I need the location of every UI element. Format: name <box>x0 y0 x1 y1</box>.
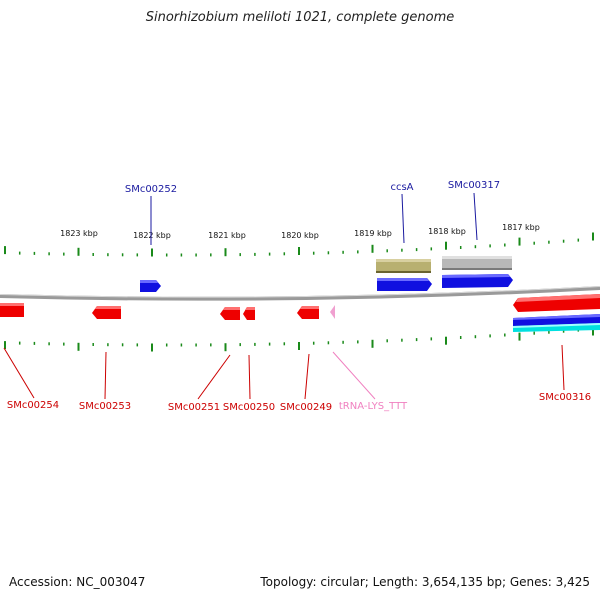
scale-label: 1819 kbp <box>354 229 392 238</box>
tick-row-bottom <box>4 327 594 352</box>
gene-arrow-smc00316[interactable] <box>513 294 600 312</box>
genome-summary-text: Topology: circular; Length: 3,654,135 bp… <box>260 575 590 589</box>
scale-label: 1821 kbp <box>208 231 246 240</box>
gene-arrow-smc00252[interactable] <box>140 280 161 292</box>
cds-gray-block[interactable] <box>442 256 512 270</box>
scale-label: 1818 kbp <box>428 227 466 236</box>
scale-label: 1820 kbp <box>281 231 319 240</box>
gene-arrow-smc00254[interactable] <box>0 303 24 317</box>
scale-label: 1817 kbp <box>502 223 540 232</box>
cds-olive-block[interactable] <box>376 259 431 273</box>
bottom-feature-labels: SMc00254 SMc00253 SMc00251 SMc00250 SMc0… <box>7 392 591 413</box>
label-smc00252[interactable]: SMc00252 <box>125 184 177 195</box>
accession-text: Accession: NC_003047 <box>9 575 146 589</box>
label-smc00253[interactable]: SMc00253 <box>79 401 131 412</box>
scale-label: 1823 kbp <box>60 229 98 238</box>
gene-arrow-smc00317[interactable] <box>442 274 513 288</box>
top-feature-labels: SMc00252 ccsA SMc00317 <box>125 180 500 195</box>
label-smc00250[interactable]: SMc00250 <box>223 402 275 413</box>
genome-backbone <box>0 286 600 301</box>
map-title: Sinorhizobium meliloti 1021, complete ge… <box>145 10 455 25</box>
gene-arrow-smc00250[interactable] <box>243 307 255 320</box>
scale-labels: 1823 kbp 1822 kbp 1821 kbp 1820 kbp 1819… <box>60 223 540 240</box>
label-smc00249[interactable]: SMc00249 <box>280 402 332 413</box>
label-smc00251[interactable]: SMc00251 <box>168 402 220 413</box>
label-smc00317[interactable]: SMc00317 <box>448 180 500 191</box>
scale-label: 1822 kbp <box>133 231 171 240</box>
trna-marker[interactable] <box>330 305 335 319</box>
gene-arrow-ccsa[interactable] <box>377 278 432 291</box>
gene-arrow-smc00253[interactable] <box>92 306 121 319</box>
label-ccsa[interactable]: ccsA <box>390 182 413 193</box>
label-trna-lys-ttt[interactable]: tRNA-LYS_TTT <box>339 401 408 412</box>
tick-row-top <box>4 232 594 257</box>
top-label-leaders <box>150 192 478 245</box>
gene-arrow-smc00249[interactable] <box>297 306 319 319</box>
feature-track-cyan[interactable] <box>513 323 600 332</box>
bottom-label-leaders <box>3 344 565 400</box>
gene-arrow-smc00251[interactable] <box>220 307 240 320</box>
label-smc00316[interactable]: SMc00316 <box>539 392 591 403</box>
label-smc00254[interactable]: SMc00254 <box>7 400 59 411</box>
